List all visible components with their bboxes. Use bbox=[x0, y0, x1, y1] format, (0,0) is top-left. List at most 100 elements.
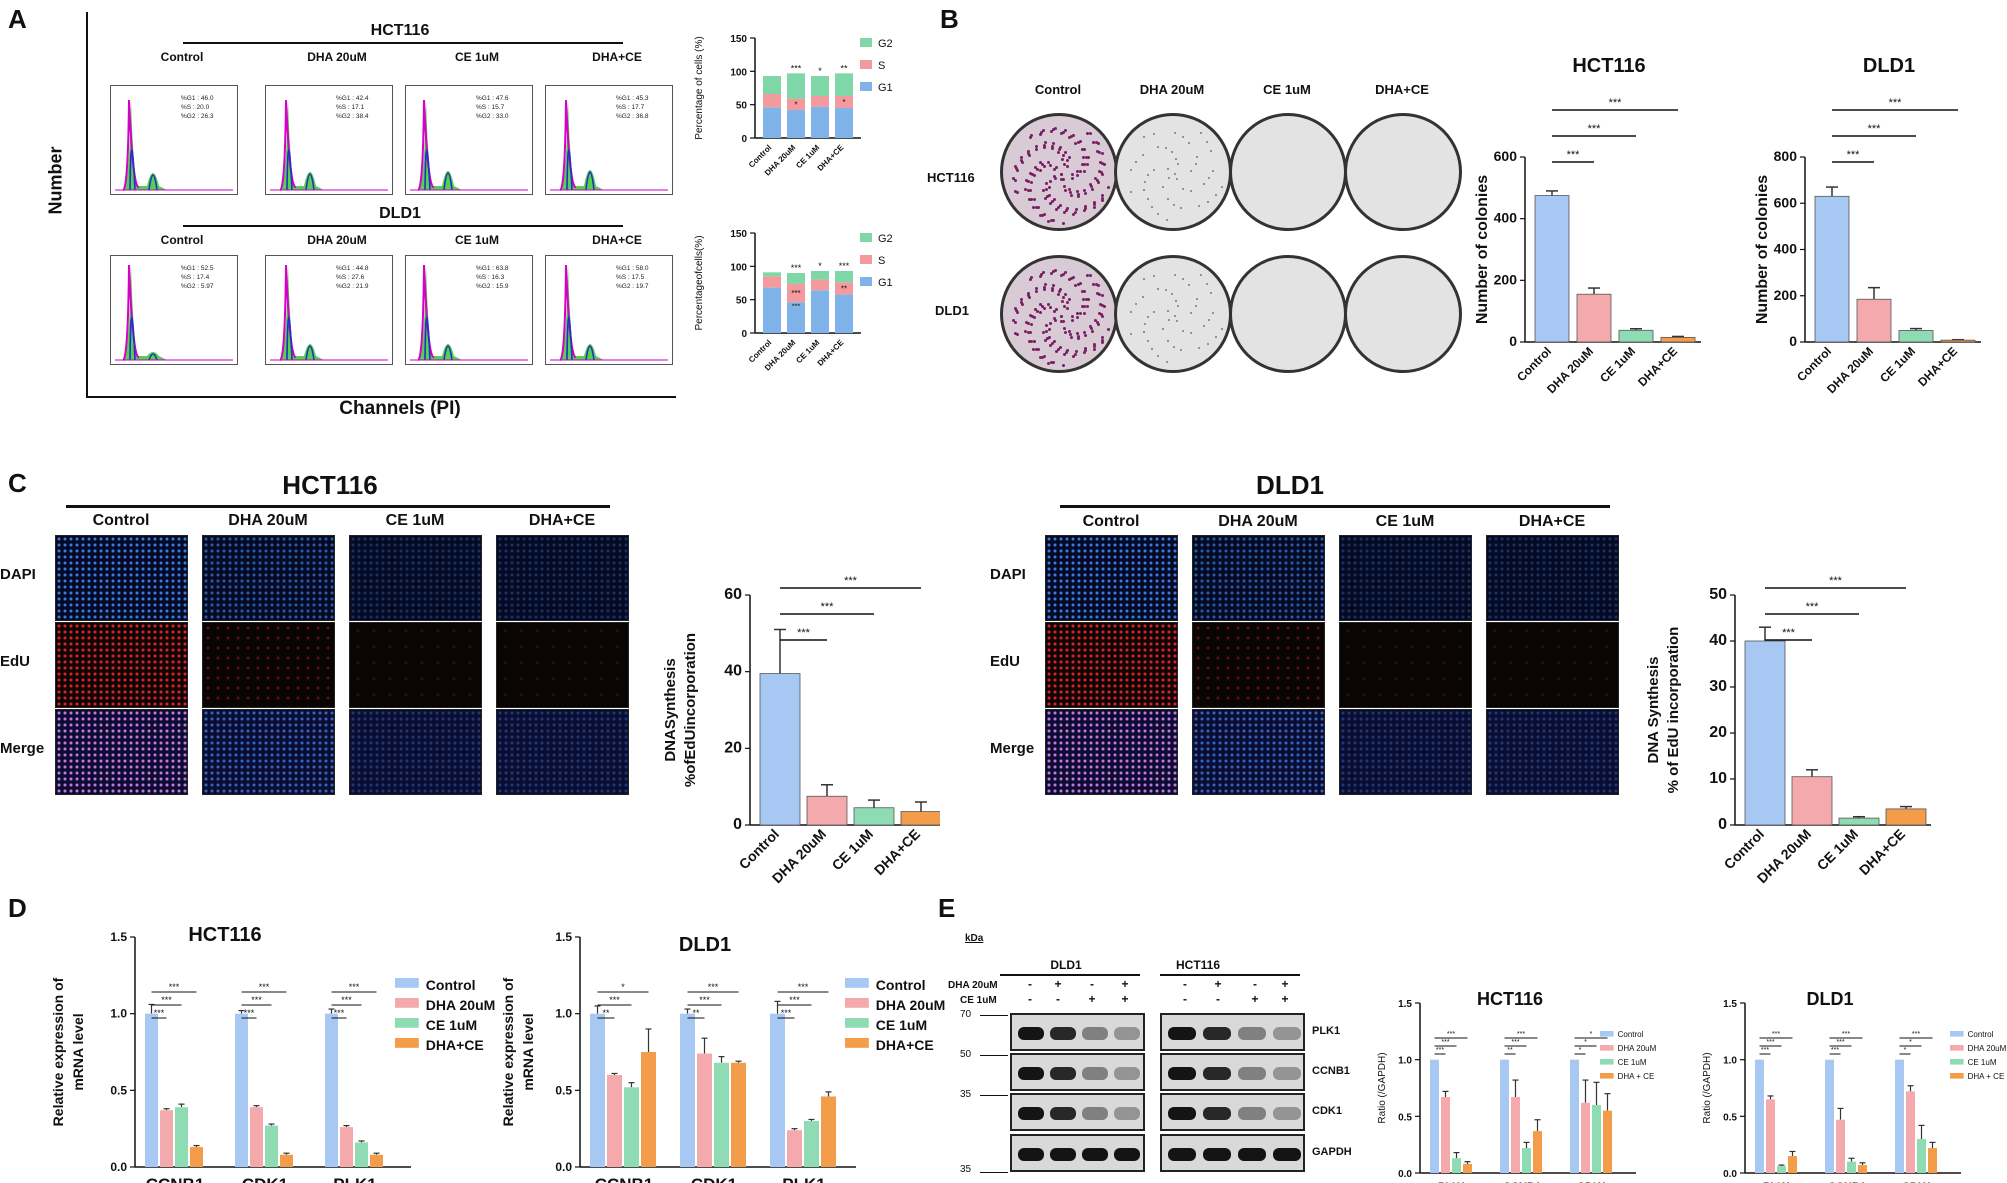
colony-dot bbox=[1063, 211, 1067, 215]
significance-mark: *** bbox=[1829, 575, 1843, 587]
histogram-g1-peak bbox=[417, 264, 435, 361]
y-tick-label: 20 bbox=[724, 739, 742, 756]
colony-dot bbox=[1044, 181, 1048, 185]
colony-dot bbox=[1058, 287, 1062, 291]
significance-mark: ** bbox=[840, 63, 848, 73]
colony-dot bbox=[1171, 293, 1174, 296]
molecular-weight-marker: 35 bbox=[960, 1164, 972, 1175]
colony-dot bbox=[1101, 303, 1105, 307]
y-tick-label: 0 bbox=[741, 329, 747, 340]
colony-dot bbox=[1167, 198, 1170, 201]
histogram-condition-label: Control bbox=[160, 233, 204, 247]
colony-dot bbox=[1053, 126, 1057, 130]
colony-dot bbox=[1034, 289, 1038, 293]
colony-dot bbox=[1103, 305, 1107, 309]
bar bbox=[590, 1013, 605, 1167]
colony-dot bbox=[1078, 282, 1082, 286]
colony-dot bbox=[1026, 291, 1030, 295]
colony-dot bbox=[1214, 194, 1217, 197]
colony-dot bbox=[1030, 339, 1034, 343]
panel-a-x-label: Channels (PI) bbox=[339, 398, 461, 419]
histogram-plot: %G1 : 45.3 %S : 17.7 %G2 : 36.8 bbox=[550, 95, 668, 191]
x-tick-label: CE 1uM bbox=[1597, 344, 1638, 385]
treatment-sign: + bbox=[1251, 992, 1259, 1006]
colony-dot bbox=[1051, 360, 1055, 364]
blot-band-label: PLK1 bbox=[1312, 1025, 1341, 1037]
colony-dot bbox=[1063, 129, 1067, 133]
colony-dot bbox=[1189, 311, 1192, 314]
microscopy-image-dapi bbox=[349, 535, 482, 621]
colony-dot bbox=[1040, 305, 1044, 309]
colony-dot bbox=[1084, 204, 1088, 208]
colony-dot bbox=[1075, 332, 1079, 336]
significance-mark: *** bbox=[1847, 149, 1861, 161]
colony-dot bbox=[1130, 311, 1133, 314]
panel-c-dld-line bbox=[1060, 505, 1610, 508]
colony-dot bbox=[1101, 161, 1105, 165]
legend-label: DHA 20uM bbox=[1618, 1044, 1657, 1053]
colony-dot bbox=[1073, 352, 1077, 356]
histogram-fit-line bbox=[129, 317, 158, 361]
stacked-bar-segment bbox=[835, 96, 853, 108]
colony-dot bbox=[1086, 132, 1090, 136]
colony-dot bbox=[1049, 305, 1052, 309]
panel-a-frame-bottom bbox=[86, 396, 676, 398]
x-tick-label: CE 1uM bbox=[1877, 344, 1918, 385]
colony-dot bbox=[1068, 136, 1072, 140]
histogram-plot: %G1 : 47.6 %S : 15.7 %G2 : 33.0 bbox=[410, 95, 528, 191]
y-tick-label: 30 bbox=[1709, 678, 1727, 695]
microscopy-condition-label: Control bbox=[92, 512, 150, 529]
colony-dot bbox=[1083, 305, 1087, 309]
panel-c-hct-line bbox=[66, 505, 610, 508]
colony-dot bbox=[1063, 163, 1067, 167]
colony-dot bbox=[1189, 332, 1192, 335]
colony-dot bbox=[1057, 151, 1061, 155]
histogram-stat: %G2 : 19.7 bbox=[616, 283, 649, 290]
significance-mark: *** bbox=[789, 995, 800, 1005]
significance-mark: *** bbox=[244, 1008, 255, 1018]
colony-dot bbox=[1147, 316, 1150, 319]
colony-dot bbox=[1043, 196, 1047, 200]
colony-dot bbox=[1062, 296, 1066, 300]
histogram-fit-line bbox=[129, 149, 158, 191]
colony-dot bbox=[1041, 355, 1045, 359]
colony-dot bbox=[1036, 348, 1040, 351]
histogram-condition-label: DHA 20uM bbox=[307, 50, 367, 64]
microscopy-image-merge bbox=[202, 709, 335, 795]
blot-band bbox=[1203, 1027, 1231, 1040]
treatment-sign: + bbox=[1281, 977, 1289, 991]
colony-dot bbox=[1086, 274, 1090, 278]
microscopy-image-dapi bbox=[202, 535, 335, 621]
y-axis-label: Number of colonies bbox=[1754, 175, 1771, 324]
treatment-sign: + bbox=[1088, 992, 1096, 1006]
microscopy-condition-label: Control bbox=[1082, 513, 1140, 530]
colony-dot bbox=[1167, 167, 1170, 170]
histogram-stat: %G1 : 45.3 bbox=[616, 95, 649, 102]
colony-dot bbox=[1221, 185, 1224, 188]
y-tick-label: 0.0 bbox=[555, 1160, 572, 1174]
colony-dot bbox=[1013, 331, 1017, 335]
blot-band bbox=[1238, 1148, 1266, 1161]
colony-plate bbox=[1229, 255, 1347, 373]
y-axis-label: Percentage of cells (%) bbox=[694, 36, 705, 139]
colony-dot bbox=[1094, 283, 1098, 287]
legend-swatch bbox=[1600, 1059, 1614, 1065]
colony-dot bbox=[1208, 319, 1211, 322]
colony-dot bbox=[1074, 350, 1078, 354]
blot-band bbox=[1050, 1107, 1076, 1120]
colony-dot bbox=[1034, 308, 1038, 312]
bar bbox=[759, 673, 801, 826]
legend-swatch bbox=[395, 1018, 419, 1028]
legend-swatch bbox=[860, 255, 872, 264]
blot-band bbox=[1050, 1027, 1076, 1040]
microscopy-image-dapi bbox=[55, 535, 188, 621]
stacked-bar-segment bbox=[763, 272, 781, 277]
significance-mark: *** bbox=[1588, 123, 1602, 135]
colony-dot bbox=[1200, 132, 1203, 135]
colony-dot bbox=[1041, 128, 1045, 132]
colony-dot bbox=[1171, 151, 1174, 154]
colony-dot bbox=[1050, 130, 1054, 134]
bar bbox=[160, 1110, 173, 1167]
